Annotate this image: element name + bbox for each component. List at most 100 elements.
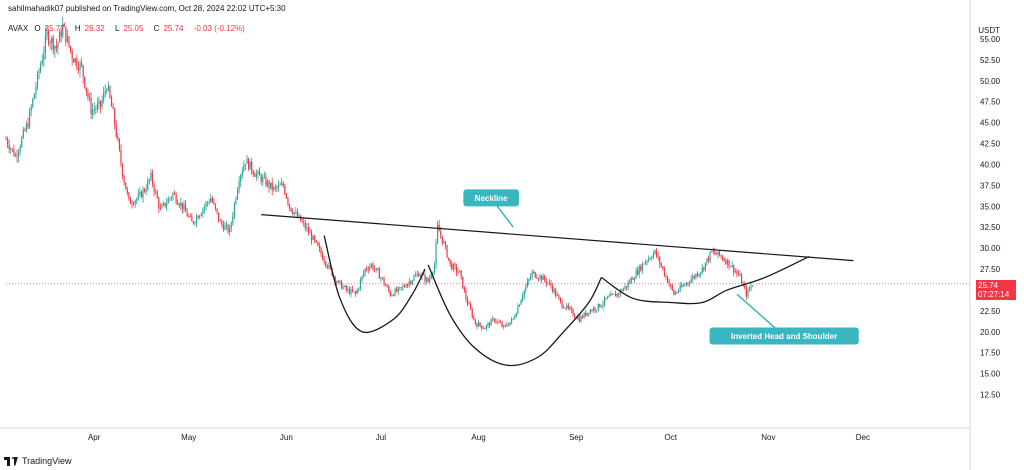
candle-body: [199, 215, 201, 219]
currency-label: USDT: [978, 26, 1000, 35]
candle-body: [468, 303, 470, 305]
candle-body: [665, 275, 667, 277]
candle-body: [410, 281, 412, 284]
neckline-label: Neckline: [475, 194, 508, 203]
candle-body: [649, 258, 651, 260]
candle-body: [742, 283, 744, 285]
candle-body: [207, 202, 209, 204]
callout-box[interactable]: [463, 189, 519, 207]
candle-body: [361, 276, 363, 281]
candle-body: [104, 90, 106, 93]
candle-body: [46, 31, 48, 36]
price-tick-label: 30.00: [980, 244, 1001, 253]
candle-body: [208, 202, 210, 203]
candle-body: [558, 295, 560, 298]
candle-body: [425, 278, 428, 282]
price-tick-label: 52.50: [980, 56, 1001, 65]
candle-body: [436, 224, 439, 243]
candle-body: [203, 206, 206, 210]
candle-body: [44, 35, 46, 53]
candle-body: [180, 202, 182, 206]
candle-body: [405, 286, 407, 288]
candle-body: [298, 215, 300, 217]
candle-body: [296, 211, 299, 217]
candle-body: [430, 275, 432, 278]
candle-body: [498, 321, 500, 323]
candle-body: [262, 177, 264, 182]
candle-body: [443, 241, 445, 244]
price-tick-label: 20.00: [980, 328, 1001, 337]
candle-body: [507, 325, 510, 327]
candle-body: [614, 293, 617, 297]
candle-body: [408, 281, 410, 284]
candle-body: [729, 266, 732, 268]
candle-body: [32, 98, 34, 107]
right-shoulder-curve[interactable]: [601, 255, 810, 305]
last-price-value: 25.74: [978, 280, 999, 290]
candle-body: [329, 264, 332, 269]
candle-body: [318, 245, 321, 249]
candle-body: [511, 318, 513, 323]
candle-body: [310, 232, 313, 241]
candle-body: [725, 260, 727, 265]
candle-body: [706, 258, 708, 263]
candle-body: [684, 284, 686, 286]
candle-body: [266, 181, 269, 186]
candle-body: [496, 321, 499, 323]
candle-body: [670, 284, 672, 286]
candle-body: [629, 282, 631, 284]
candle-body: [186, 211, 188, 217]
candle-body: [24, 129, 26, 131]
candle-body: [539, 275, 541, 279]
candle-body: [27, 123, 29, 128]
candle-body: [419, 276, 421, 278]
callout-box[interactable]: [709, 327, 859, 345]
left-shoulder-curve[interactable]: [323, 235, 426, 334]
high-label: H: [74, 24, 81, 33]
last-price-tag: 25.74 07:27:14: [976, 279, 1016, 300]
candle-body: [334, 276, 336, 283]
candle-body: [340, 281, 343, 289]
time-tick-label: Sep: [569, 433, 584, 442]
candle-body: [589, 310, 591, 314]
candle-body: [25, 123, 28, 131]
candle-body: [626, 286, 628, 288]
candle-body: [202, 209, 204, 214]
candle-body: [265, 176, 267, 186]
candle-body: [696, 273, 699, 276]
candle-body: [263, 176, 265, 178]
head-curve[interactable]: [427, 264, 602, 367]
candle-body: [140, 191, 143, 198]
candle-body: [402, 286, 404, 288]
candle-body: [449, 259, 451, 264]
candle-body: [542, 275, 544, 280]
candle-body: [282, 183, 284, 186]
candle-body: [671, 285, 673, 290]
candle-body: [287, 198, 289, 205]
candle-body: [281, 183, 283, 185]
candle-body: [603, 298, 606, 304]
candle-body: [162, 202, 165, 206]
candle-body: [249, 161, 251, 170]
candle-body: [424, 274, 426, 282]
candle-body: [715, 253, 717, 255]
footer-brand[interactable]: TradingView: [4, 456, 72, 466]
time-tick-label: May: [181, 433, 196, 442]
candle-body: [159, 208, 161, 209]
candle-body: [476, 324, 478, 327]
candle-body: [537, 278, 540, 280]
candle-body: [60, 31, 62, 37]
candle-body: [322, 253, 324, 260]
candle-body: [479, 322, 481, 326]
candle-body: [477, 322, 480, 327]
candle-body: [681, 285, 683, 287]
neckline-trendline[interactable]: [261, 214, 854, 262]
candle-body: [309, 232, 311, 233]
candle-body: [211, 198, 213, 203]
candle-body: [103, 92, 105, 100]
candle-body: [126, 189, 128, 193]
candle-body: [624, 286, 626, 289]
candle-body: [512, 318, 514, 320]
candle-body: [689, 282, 691, 284]
